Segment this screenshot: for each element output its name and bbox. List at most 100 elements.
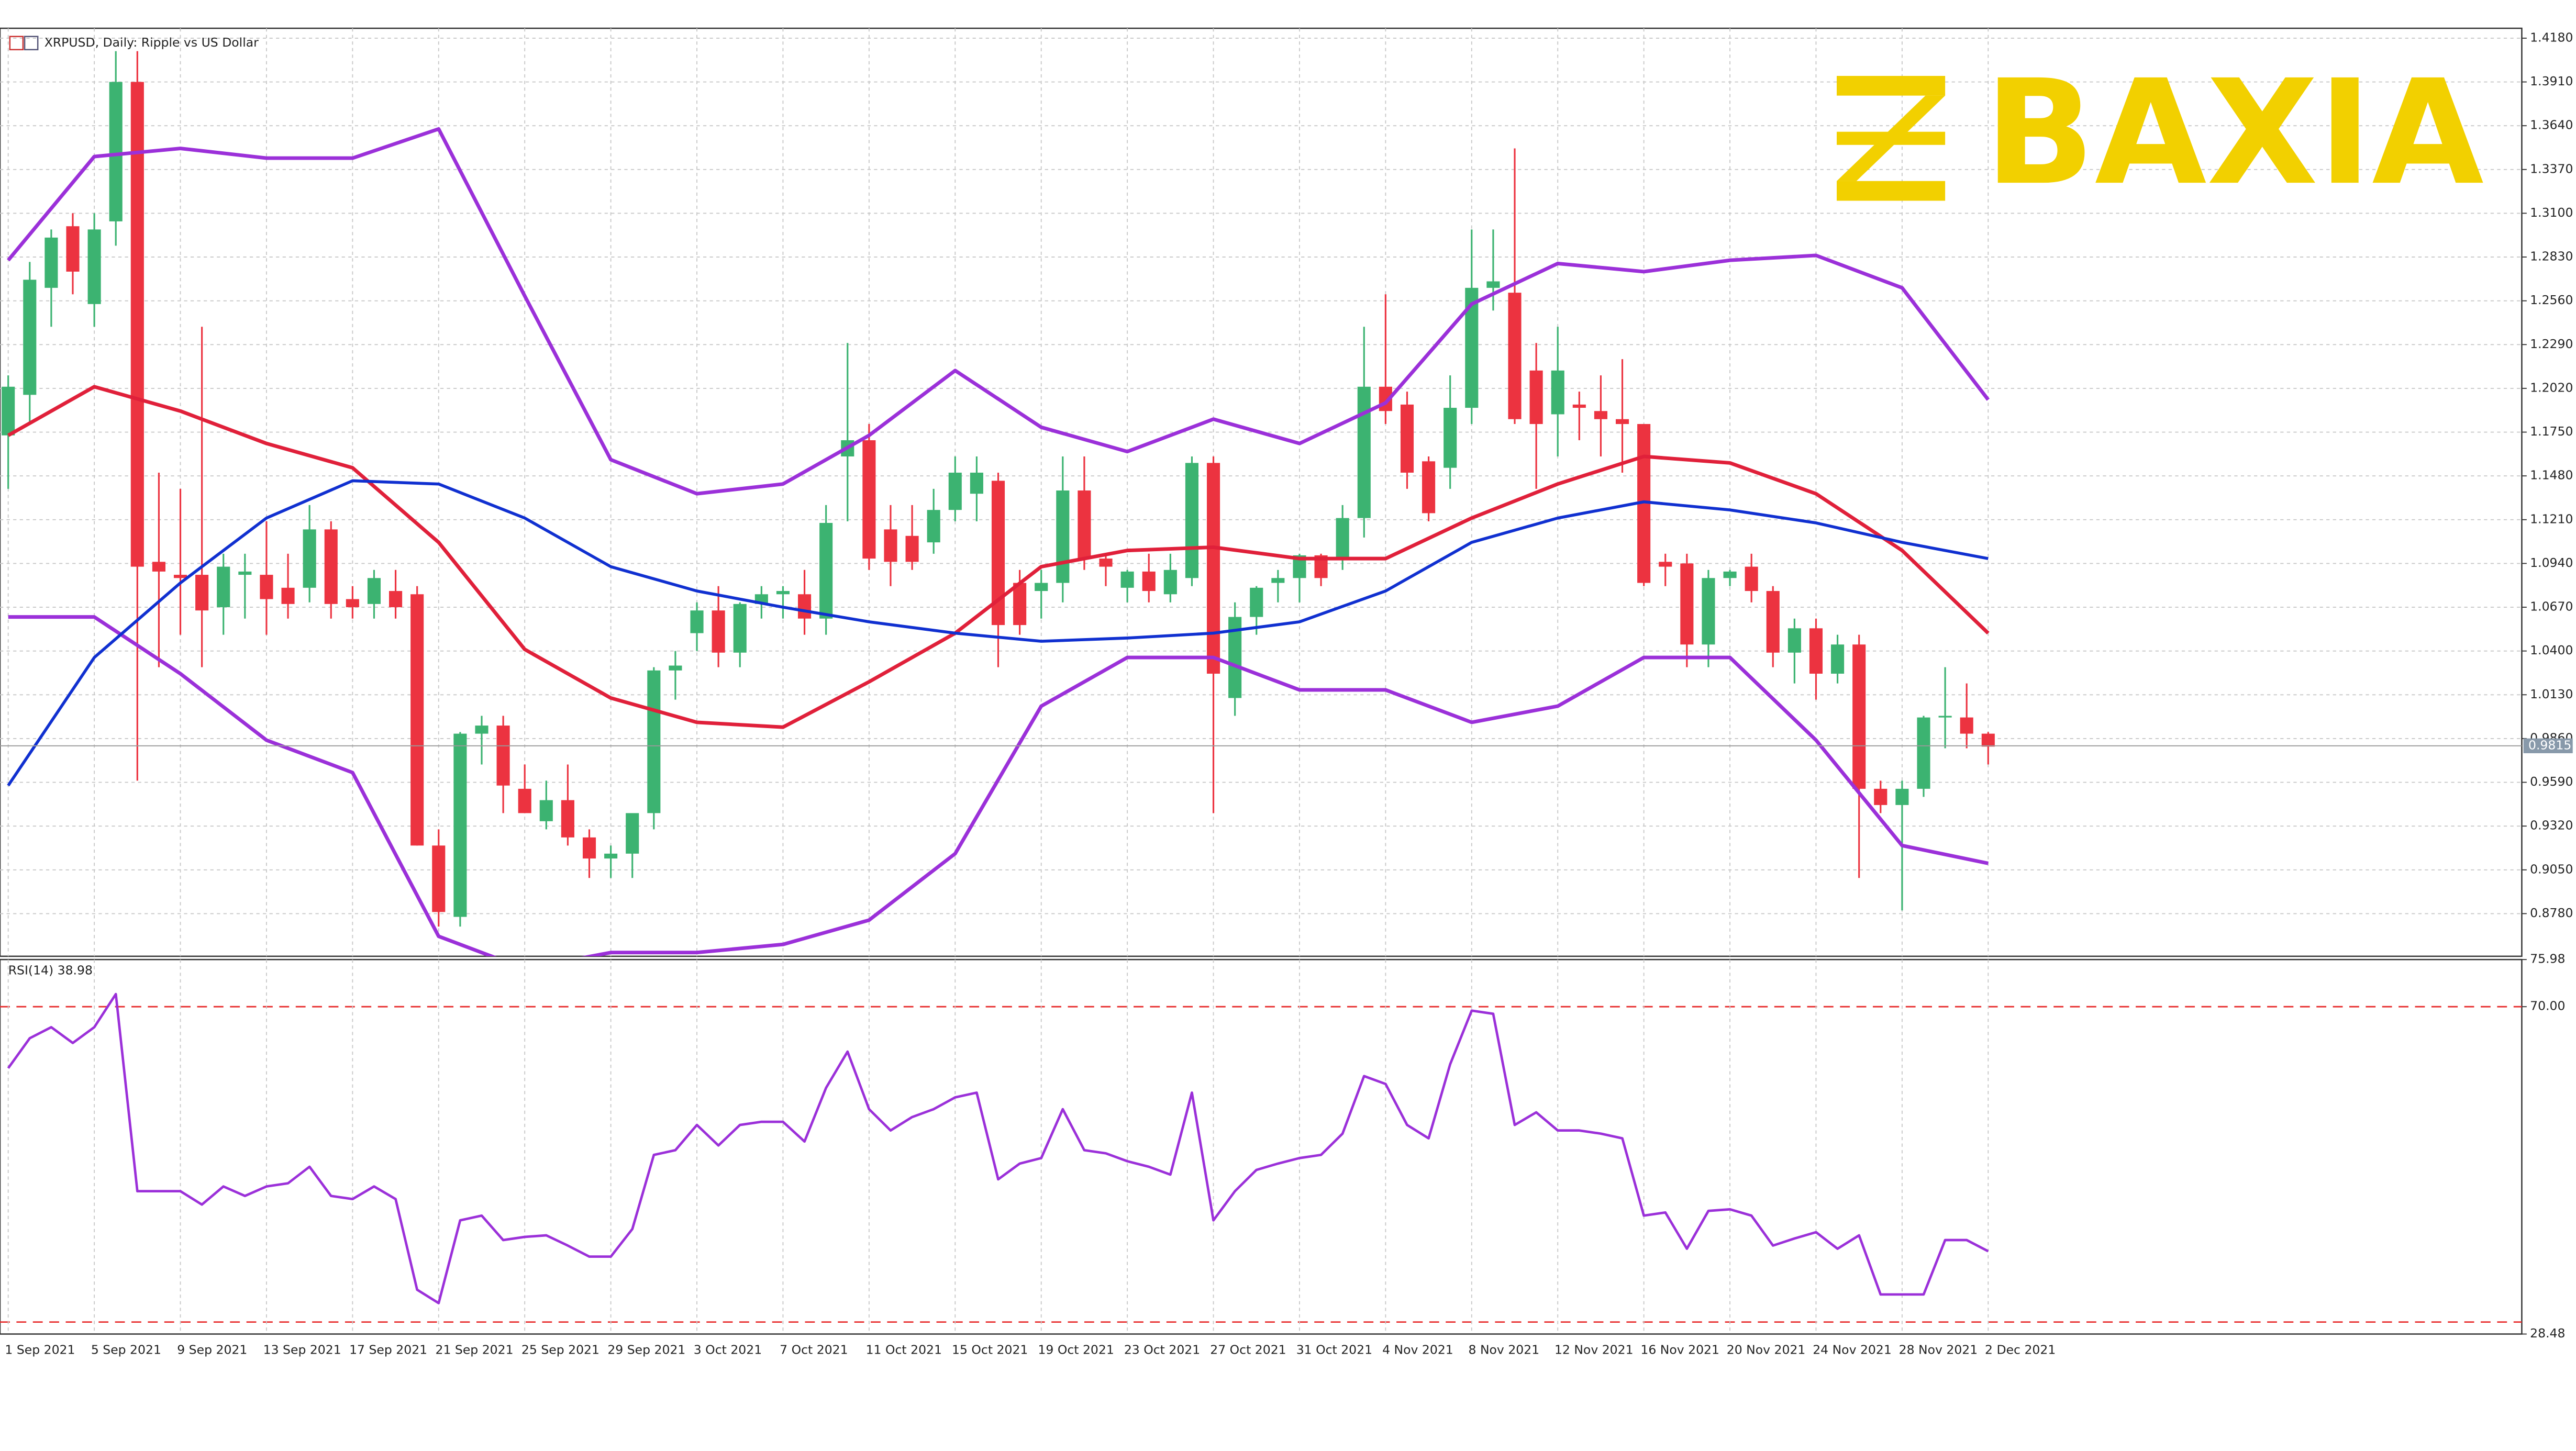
candle-body — [346, 599, 359, 608]
candle-body — [712, 610, 725, 653]
candle-body — [1400, 404, 1414, 473]
y-tick-label: 1.3100 — [2530, 205, 2573, 220]
candle-body — [496, 726, 510, 786]
candle-body — [1766, 591, 1780, 653]
y-tick-label: 1.1480 — [2530, 468, 2573, 483]
indicator-line — [7, 479, 1989, 787]
candle-body — [970, 472, 983, 494]
candle-body — [475, 726, 488, 734]
candle-body — [690, 610, 704, 633]
candle-body — [1745, 566, 1758, 591]
candle-body — [367, 578, 381, 604]
chart-title: XRPUSD, Daily: Ripple vs US Dollar — [45, 35, 259, 50]
x-tick-label: 23 Oct 2021 — [1124, 1342, 1200, 1357]
candle-body — [1206, 463, 1220, 674]
grid: 1.4180 1.3910 1.3640 1.3370 1.3100 1.2830 1.25… — [0, 28, 2573, 1357]
candle-body — [733, 604, 747, 653]
icon — [24, 36, 39, 51]
data: 0.9815 — [0, 51, 2573, 1304]
rsi-tick-label: 28.48 — [2530, 1326, 2565, 1341]
candle-body — [1981, 733, 1995, 747]
y-tick-label: 1.0400 — [2530, 643, 2573, 657]
x-tick-label: 29 Sep 2021 — [607, 1342, 685, 1357]
candle-body — [862, 440, 876, 559]
candle-body — [1723, 571, 1737, 578]
logo-bar — [1837, 76, 1946, 96]
candle-body — [1809, 628, 1823, 674]
candle-body — [238, 571, 252, 575]
candle-body — [1035, 583, 1048, 591]
candle-body — [281, 587, 295, 604]
x-tick-label: 7 Oct 2021 — [780, 1342, 848, 1357]
y-tick-label: 1.0130 — [2530, 687, 2573, 701]
candle-body — [1486, 281, 1500, 288]
candle-body — [1422, 461, 1436, 514]
y-tick-label: 1.2560 — [2530, 293, 2573, 307]
rsi-tick-label: 75.98 — [2530, 952, 2565, 966]
y-tick-label: 1.0940 — [2530, 555, 2573, 570]
candle-body — [1508, 293, 1522, 419]
x-tick-label: 25 Sep 2021 — [521, 1342, 599, 1357]
x-tick-label: 9 Sep 2021 — [177, 1342, 247, 1357]
x-tick-label: 12 Nov 2021 — [1555, 1342, 1634, 1357]
candle-body — [195, 575, 209, 611]
x-tick-label: 19 Oct 2021 — [1038, 1342, 1114, 1357]
y-tick-label: 0.9050 — [2530, 862, 2573, 876]
candle-body — [905, 535, 919, 562]
y-tick-label: 0.9320 — [2530, 818, 2573, 833]
candle-body — [1702, 578, 1715, 645]
candle-body — [669, 665, 682, 671]
candle-body — [130, 82, 144, 567]
logo: BAXIA — [1837, 49, 2485, 217]
candle-body — [518, 788, 531, 813]
y-tick-label: 1.2290 — [2530, 337, 2573, 351]
indicator-line — [7, 127, 1990, 496]
candle-body — [1594, 411, 1607, 419]
logo-bar — [1837, 181, 1946, 201]
x-tick-label: 3 Oct 2021 — [694, 1342, 762, 1357]
x-tick-label: 5 Sep 2021 — [91, 1342, 161, 1357]
candle-body — [1013, 583, 1027, 626]
candle-body — [776, 591, 790, 595]
candle-body — [389, 591, 403, 608]
candle-body — [45, 237, 58, 288]
candle-body — [23, 280, 37, 395]
indicator-line — [7, 385, 1990, 729]
candle-body — [1142, 571, 1156, 591]
candle-body — [1680, 563, 1694, 645]
candle-body — [948, 472, 962, 510]
candle-body — [1960, 717, 1973, 734]
candle-body — [1250, 587, 1263, 617]
candle-body — [1078, 490, 1091, 559]
candle-body — [432, 845, 446, 912]
rsi-title: RSI(14) 38.98 — [8, 963, 93, 978]
x-tick-label: 8 Nov 2021 — [1469, 1342, 1540, 1357]
candle-body — [410, 594, 424, 846]
y-tick-label: 0.8780 — [2530, 906, 2573, 920]
y-tick-label: 0.9590 — [2530, 774, 2573, 789]
candle-body — [1917, 717, 1930, 789]
candle-body — [1185, 463, 1198, 578]
x-tick-label: 1 Sep 2021 — [5, 1342, 75, 1357]
candle-body — [1336, 518, 1349, 559]
y-tick-label: 1.1750 — [2530, 424, 2573, 439]
toolbar-icons — [9, 36, 39, 51]
y-tick-label: 1.1210 — [2530, 511, 2573, 526]
indicator-line — [8, 615, 1989, 956]
candle-body — [152, 562, 165, 572]
x-tick-label: 13 Sep 2021 — [263, 1342, 341, 1357]
candle-body — [884, 529, 897, 562]
y-tick-label: 1.2830 — [2530, 249, 2573, 264]
x-tick-label: 4 Nov 2021 — [1382, 1342, 1453, 1357]
y-tick-label: 1.3370 — [2530, 161, 2573, 176]
candle-body — [87, 229, 101, 304]
x-tick-label: 28 Nov 2021 — [1899, 1342, 1978, 1357]
candle-body — [173, 575, 187, 578]
x-tick-label: 11 Oct 2021 — [866, 1342, 942, 1357]
candle-body — [1572, 404, 1586, 408]
candle-body — [1444, 408, 1457, 468]
candle-body — [324, 529, 338, 604]
x-tick-label: 17 Sep 2021 — [349, 1342, 427, 1357]
